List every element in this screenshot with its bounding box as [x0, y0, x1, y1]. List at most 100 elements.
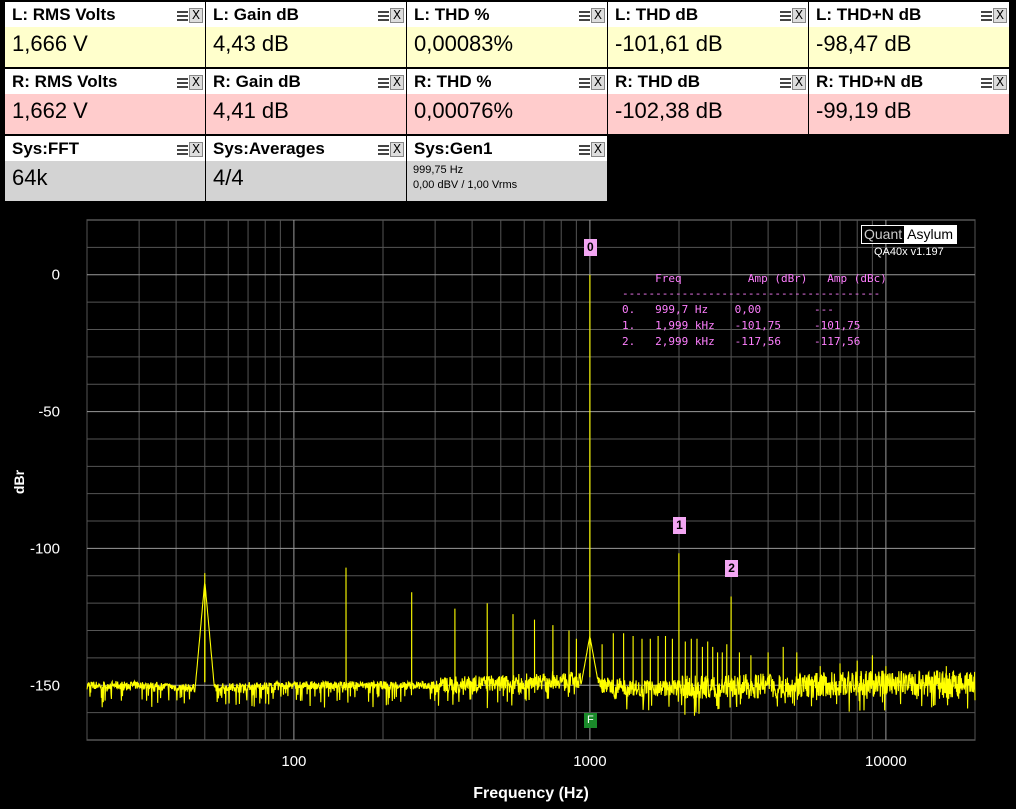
marker-table-row: 2. 2,999 kHz -117,56 -117,56 — [622, 335, 861, 348]
close-icon[interactable]: X — [993, 75, 1007, 90]
marker-table-row: 1. 1,999 kHz -101,75 -101,75 — [622, 319, 861, 332]
tile-header: R: RMS Volts X — [5, 69, 205, 94]
tile-value: 0,00083% — [414, 31, 514, 56]
tile-header: L: Gain dB X — [206, 2, 406, 27]
tile-title: R: THD+N dB — [816, 72, 924, 91]
close-icon[interactable]: X — [189, 8, 203, 23]
tile-header: L: THD dB X — [608, 2, 808, 27]
tile-title: L: RMS Volts — [12, 5, 116, 24]
menu-icon[interactable] — [378, 144, 389, 155]
close-icon[interactable]: X — [189, 142, 203, 157]
tile-header: L: THD % X — [407, 2, 607, 27]
readout-tile: Sys:Gen1 X 999,75 Hz 0,00 dBV / 1,00 Vrms — [407, 136, 607, 201]
readout-tile: L: THD+N dB X -98,47 dB — [809, 2, 1009, 67]
generator-level: 0,00 dBV / 1,00 Vrms — [413, 179, 518, 191]
close-icon[interactable]: X — [792, 8, 806, 23]
menu-icon[interactable] — [579, 10, 590, 21]
tile-title: L: THD % — [414, 5, 490, 24]
y-axis-label: dBr — [11, 469, 27, 494]
menu-icon[interactable] — [177, 144, 188, 155]
y-tick-label: -100 — [30, 540, 60, 557]
tile-header: Sys:Gen1 X — [407, 136, 607, 161]
menu-icon[interactable] — [579, 77, 590, 88]
close-icon[interactable]: X — [189, 75, 203, 90]
marker-label[interactable]: 2 — [725, 560, 739, 578]
tile-header: L: RMS Volts X — [5, 2, 205, 27]
brand-logo-left: Quant — [862, 226, 905, 243]
tile-value: 64k — [12, 165, 48, 190]
tile-value: 4,43 dB — [213, 31, 289, 56]
marker-table-row: 0. 999,7 Hz 0,00 --- — [622, 303, 834, 316]
close-icon[interactable]: X — [390, 8, 404, 23]
menu-icon[interactable] — [981, 10, 992, 21]
close-icon[interactable]: X — [390, 142, 404, 157]
tile-value: 1,666 V — [12, 31, 88, 56]
tile-value: 4,41 dB — [213, 98, 289, 123]
menu-icon[interactable] — [579, 144, 590, 155]
tile-title: Sys:Averages — [213, 139, 325, 158]
spectrum-trace — [86, 274, 976, 716]
tile-header: Sys:Averages X — [206, 136, 406, 161]
tile-title: Sys:Gen1 — [414, 139, 493, 158]
tile-value: -101,61 dB — [615, 31, 723, 56]
readout-tile: L: Gain dB X 4,43 dB — [206, 2, 406, 67]
y-tick-label: -50 — [38, 404, 60, 421]
menu-icon[interactable] — [177, 77, 188, 88]
fundamental-marker[interactable]: F — [583, 713, 597, 728]
tile-header: L: THD+N dB X — [809, 2, 1009, 27]
tile-value: -98,47 dB — [816, 31, 912, 56]
close-icon[interactable]: X — [792, 75, 806, 90]
tile-header: R: Gain dB X — [206, 69, 406, 94]
menu-icon[interactable] — [981, 77, 992, 88]
x-axis-label: Frequency (Hz) — [473, 785, 589, 802]
tile-header: R: THD dB X — [608, 69, 808, 94]
close-icon[interactable]: X — [591, 8, 605, 23]
tile-title: R: THD dB — [615, 72, 700, 91]
menu-icon[interactable] — [780, 77, 791, 88]
chart-axes: 100 1000 10000 0 -50 -100 -150 — [30, 267, 907, 770]
marker-table-header: Freq Amp (dBr) Amp (dBc) — [622, 272, 887, 285]
version-label: QA40x v1.197 — [874, 246, 944, 258]
close-icon[interactable]: X — [591, 75, 605, 90]
marker-table-separator: --------------------------------------- — [622, 287, 881, 300]
readout-tile: R: Gain dB X 4,41 dB — [206, 69, 406, 134]
readout-tile: Sys:FFT X 64k — [5, 136, 205, 201]
marker-label[interactable]: 0 — [583, 238, 597, 256]
close-icon[interactable]: X — [993, 8, 1007, 23]
readout-tile: R: THD+N dB X -99,19 dB — [809, 69, 1009, 134]
tile-header: R: THD % X — [407, 69, 607, 94]
tile-title: L: THD+N dB — [816, 5, 922, 24]
y-tick-label: 0 — [52, 267, 60, 284]
tile-value: -102,38 dB — [615, 98, 723, 123]
tile-header: Sys:FFT X — [5, 136, 205, 161]
marker-label[interactable]: 1 — [672, 517, 686, 535]
readout-tile: R: THD dB X -102,38 dB — [608, 69, 808, 134]
menu-icon[interactable] — [177, 10, 188, 21]
close-icon[interactable]: X — [591, 142, 605, 157]
menu-icon[interactable] — [378, 77, 389, 88]
brand-logo-right: Asylum — [904, 226, 957, 243]
tile-header: R: THD+N dB X — [809, 69, 1009, 94]
y-tick-label: -150 — [30, 677, 60, 694]
readout-tile: L: RMS Volts X 1,666 V — [5, 2, 205, 67]
tile-title: L: Gain dB — [213, 5, 299, 24]
readout-tile: L: THD % X 0,00083% — [407, 2, 607, 67]
readout-tile: L: THD dB X -101,61 dB — [608, 2, 808, 67]
tile-value: 0,00076% — [414, 98, 514, 123]
menu-icon[interactable] — [378, 10, 389, 21]
close-icon[interactable]: X — [390, 75, 404, 90]
tile-title: R: Gain dB — [213, 72, 301, 91]
x-tick-label: 10000 — [865, 753, 907, 770]
tile-title: L: THD dB — [615, 5, 699, 24]
tile-value: 1,662 V — [12, 98, 88, 123]
tile-title: R: RMS Volts — [12, 72, 118, 91]
x-tick-label: 1000 — [573, 753, 606, 770]
brand-logo: Quant Asylum — [861, 225, 958, 244]
readout-tile: R: THD % X 0,00076% — [407, 69, 607, 134]
spectrum-series-line — [86, 274, 976, 716]
tile-title: R: THD % — [414, 72, 492, 91]
menu-icon[interactable] — [780, 10, 791, 21]
tile-value: -99,19 dB — [816, 98, 912, 123]
tile-value: 4/4 — [213, 165, 244, 190]
